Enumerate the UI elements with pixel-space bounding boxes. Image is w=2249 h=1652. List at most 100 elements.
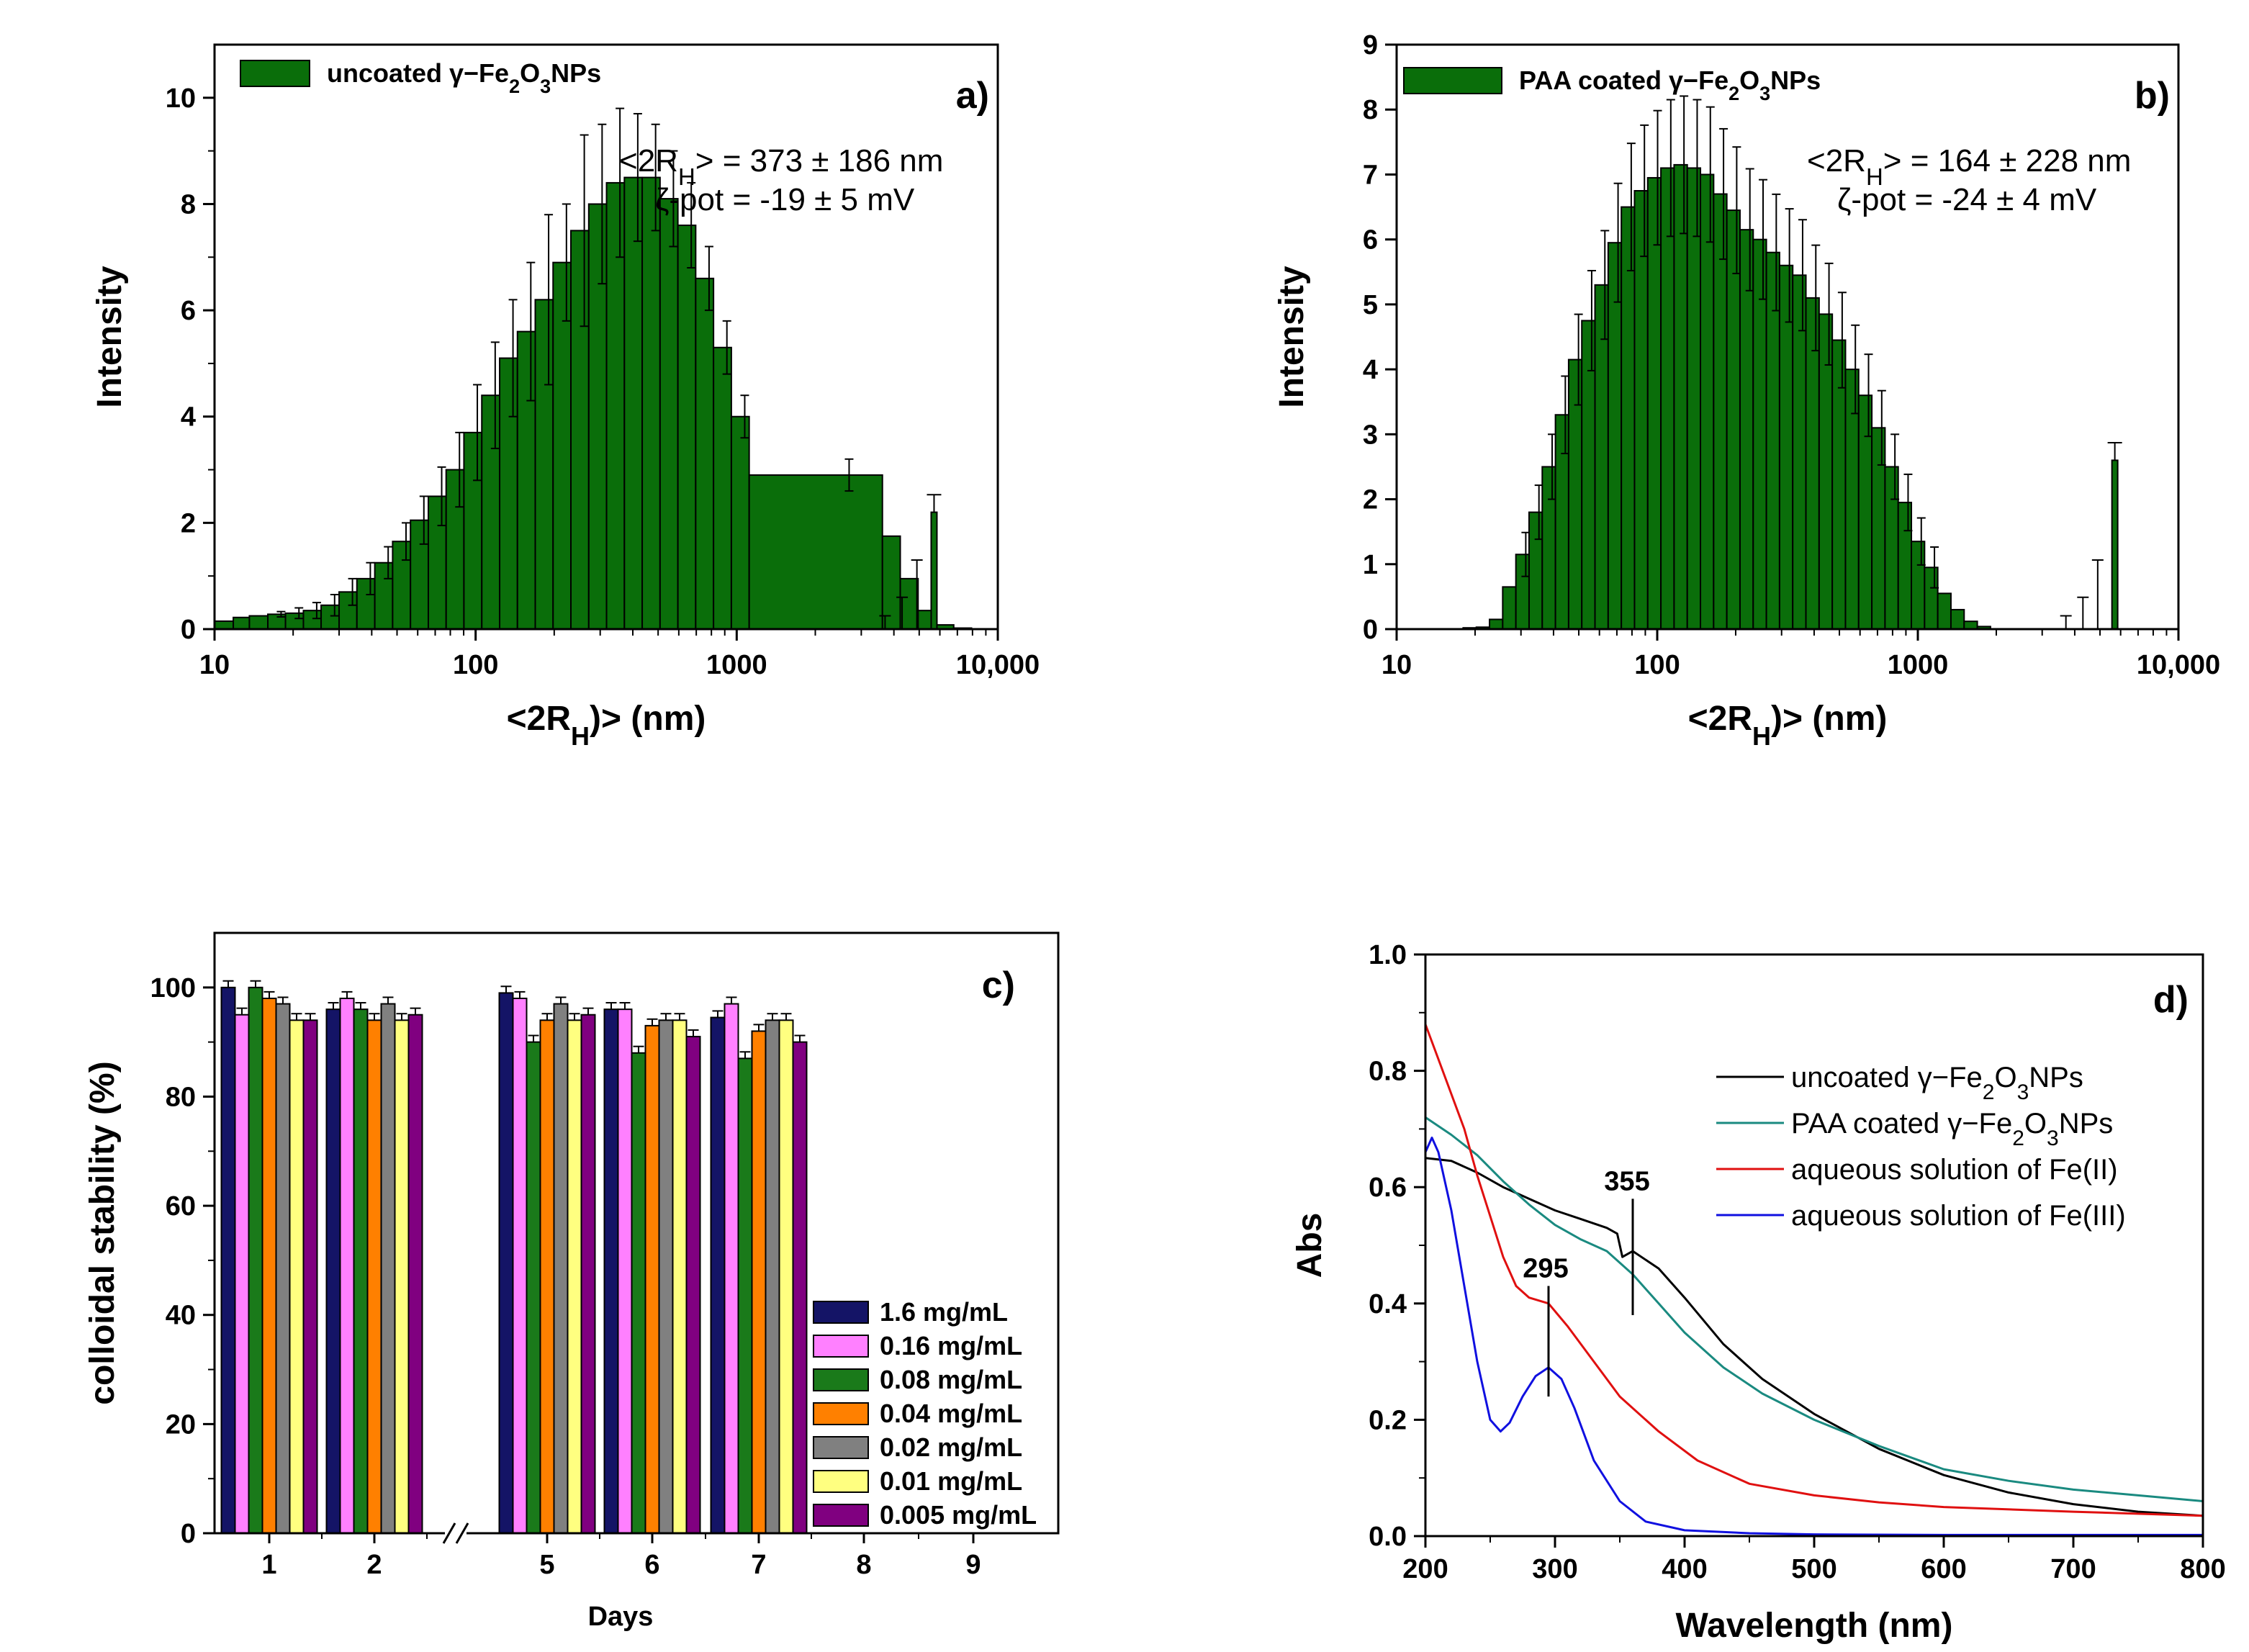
panel-d-line-chart: 0.0 0.2 0.4 0.6 0.8 1.0 200 300 400 500 600 700 800 W…: [1291, 940, 2226, 1645]
histogram-bar: [730, 415, 750, 631]
histogram-spike-bar: [930, 511, 938, 630]
y-tick-label: 100: [150, 973, 196, 1003]
stability-bar: [751, 1030, 767, 1535]
y-tick-label: 0: [181, 1519, 196, 1549]
stability-bar: [553, 1003, 569, 1534]
stability-bar: [539, 1019, 555, 1534]
subscript: 3: [2017, 1080, 2029, 1104]
stability-bar: [792, 1041, 808, 1534]
stability-bar: [710, 1016, 726, 1534]
subscript: 2: [509, 76, 520, 97]
histogram-bar: [1950, 608, 1965, 631]
legend-swatch: [813, 1335, 869, 1358]
y-tick-label: 4: [1363, 355, 1378, 385]
histogram-bar: [1897, 502, 1913, 630]
stability-bar: [275, 1003, 291, 1534]
legend-swatch: [813, 1368, 869, 1391]
text-segment: O: [2024, 1108, 2047, 1139]
y-tick-label: 4: [181, 402, 196, 433]
y-tick-label: 2: [1363, 485, 1378, 515]
y-tick-label: 2: [181, 508, 196, 538]
panel-label: b): [2135, 75, 2170, 117]
histogram-bar: [516, 330, 536, 630]
histogram-bar: [1607, 242, 1623, 630]
subscript: 3: [2047, 1127, 2059, 1150]
stability-bar: [778, 1019, 794, 1534]
histogram-bar: [1884, 466, 1899, 631]
text-segment: <2R: [507, 700, 571, 738]
legend-label: 0.04 mg/mL: [880, 1399, 1022, 1428]
legend-label: 0.16 mg/mL: [880, 1331, 1022, 1360]
legend-swatch: [813, 1402, 869, 1425]
x-axis-label: Wavelength (nm): [1676, 1607, 1953, 1645]
text-segment: uncoated γ−Fe: [327, 58, 509, 88]
stability-bar: [498, 992, 514, 1534]
histogram-bar: [427, 495, 447, 630]
histogram-bar: [248, 615, 269, 631]
text-segment: O: [1994, 1062, 2016, 1093]
text-segment: uncoated γ−Fe: [1791, 1062, 1983, 1093]
y-tick-label: 7: [1363, 160, 1378, 190]
histogram-bar: [214, 620, 235, 630]
plot-frame: [1424, 953, 2204, 1538]
histogram-bar: [1937, 592, 1952, 631]
panel-c-bar-chart: 0 20 40 60 80 100 1 2 5 6 7 8 9 Days colloidal stabili…: [84, 931, 1060, 1632]
subscript: 2: [1983, 1080, 1995, 1104]
stability-bar: [631, 1052, 646, 1535]
x-tick-label: 5: [539, 1550, 554, 1580]
histogram-bar: [1567, 358, 1583, 630]
histogram-bar: [1673, 163, 1688, 630]
histogram-bar: [499, 357, 518, 630]
histogram-bar: [695, 277, 715, 630]
y-tick-label: 40: [166, 1301, 196, 1331]
histogram-bar: [713, 346, 732, 630]
stability-bar: [234, 1014, 250, 1534]
histogram-bar: [587, 203, 608, 631]
histogram-bar: [1739, 229, 1754, 630]
legend-swatch: [813, 1436, 869, 1459]
panel-label: a): [956, 75, 989, 117]
y-tick-label: 9: [1363, 30, 1378, 60]
histogram-bar: [1528, 511, 1543, 630]
histogram-bar: [481, 394, 501, 630]
histogram-bar: [1594, 284, 1609, 630]
subscript: 3: [540, 76, 551, 97]
histogram-bar: [1818, 313, 1834, 630]
legend-label: 1.6 mg/mL: [880, 1297, 1008, 1327]
x-tick-label: 9: [965, 1550, 981, 1580]
stability-bar: [248, 986, 263, 1535]
stability-bar: [512, 997, 528, 1534]
dls-size-annotation: <2RH> = 373 ± 186 nm: [619, 143, 943, 190]
histogram-bar: [570, 230, 590, 630]
histogram-bar: [748, 474, 883, 630]
legend-label: 0.02 mg/mL: [880, 1432, 1022, 1462]
zeta-potential-annotation: ζ-pot = -24 ± 4 mV: [1837, 182, 2097, 217]
text-segment: )> (nm): [1771, 700, 1887, 738]
text-segment: O: [1739, 66, 1759, 95]
x-axis-label: Days: [588, 1602, 654, 1632]
x-tick-label: 600: [1921, 1554, 1966, 1584]
histogram-bar: [1581, 320, 1596, 630]
x-axis-label: <2RH)> (nm): [507, 700, 706, 751]
histogram-bar: [899, 577, 919, 631]
x-tick-label: 10: [199, 650, 230, 680]
legend-label: aqueous solution of Fe(II): [1791, 1154, 2118, 1186]
histogram-bar: [284, 612, 305, 631]
peak-label: 355: [1604, 1166, 1649, 1196]
y-tick-label: 0.8: [1369, 1057, 1407, 1087]
x-tick-label: 10,000: [2137, 650, 2220, 680]
stability-bar: [765, 1019, 780, 1534]
histogram-bar: [1924, 567, 1939, 630]
plot-frame: [213, 931, 1060, 1535]
x-tick-label: 7: [751, 1550, 766, 1580]
text-segment: > = 373 ± 186 nm: [695, 143, 944, 179]
text-segment: > = 164 ± 228 nm: [1883, 143, 2132, 179]
histogram-bar: [1831, 339, 1847, 630]
y-tick-label: 1.0: [1369, 940, 1407, 970]
y-tick-label: 5: [1363, 290, 1378, 320]
legend-swatch: [813, 1301, 869, 1324]
legend-label: aqueous solution of Fe(III): [1791, 1200, 2126, 1232]
text-segment: PAA coated γ−Fe: [1791, 1108, 2012, 1139]
legend-label: 0.01 mg/mL: [880, 1466, 1022, 1496]
